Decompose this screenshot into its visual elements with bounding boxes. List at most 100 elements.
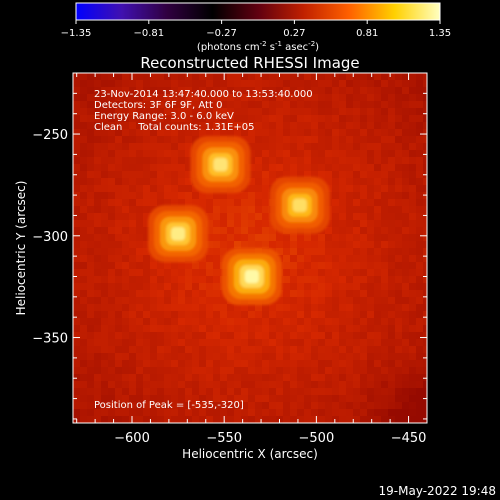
heatmap-cell xyxy=(115,367,122,374)
heatmap-cell xyxy=(262,311,269,318)
heatmap-cell xyxy=(262,318,269,325)
heatmap-cell xyxy=(136,115,143,122)
heatmap-cell xyxy=(108,164,115,171)
heatmap-cell xyxy=(353,395,360,402)
heatmap-cell xyxy=(346,346,353,353)
heatmap-cell xyxy=(297,276,304,283)
heatmap-cell xyxy=(164,262,171,269)
heatmap-cell xyxy=(388,402,395,409)
heatmap-cell xyxy=(353,178,360,185)
heatmap-cell xyxy=(269,227,276,234)
heatmap-cell xyxy=(290,290,297,297)
heatmap-cell xyxy=(255,213,262,220)
heatmap-cell xyxy=(73,388,80,395)
heatmap-cell xyxy=(325,129,332,136)
heatmap-cell xyxy=(346,129,353,136)
heatmap-cell xyxy=(101,304,108,311)
heatmap-cell xyxy=(185,276,192,283)
info-annotations: 23-Nov-2014 13:47:40.000 to 13:53:40.000… xyxy=(94,89,313,411)
heatmap-cell xyxy=(108,101,115,108)
heatmap-cell xyxy=(164,136,171,143)
heatmap-cell xyxy=(241,402,248,409)
heatmap-cell xyxy=(339,346,346,353)
heatmap-cell xyxy=(101,402,108,409)
heatmap-cell xyxy=(297,304,304,311)
heatmap-cell xyxy=(423,157,427,164)
heatmap-cell xyxy=(143,150,150,157)
heatmap-cell xyxy=(381,269,388,276)
heatmap-cell xyxy=(423,199,427,206)
heatmap-cell xyxy=(115,213,122,220)
heatmap-cell xyxy=(73,262,80,269)
heatmap-cell xyxy=(283,122,290,129)
heatmap-cell xyxy=(192,360,199,367)
heatmap-cell xyxy=(206,108,213,115)
heatmap-cell xyxy=(185,150,192,157)
heatmap-cell xyxy=(339,262,346,269)
heatmap-cell xyxy=(325,143,332,150)
heatmap-cell xyxy=(157,283,164,290)
heatmap-cell xyxy=(402,332,409,339)
heatmap-cell xyxy=(185,108,192,115)
heatmap-cell xyxy=(416,157,423,164)
annotation-energy-range: Energy Range: 3.0 - 6.0 keV xyxy=(94,111,234,122)
heatmap-cell xyxy=(276,409,283,416)
heatmap-cell xyxy=(325,101,332,108)
heatmap-cell xyxy=(129,311,136,318)
heatmap-cell xyxy=(367,269,374,276)
heatmap-cell xyxy=(115,409,122,416)
heatmap-cell xyxy=(311,80,318,87)
heatmap-cell xyxy=(192,311,199,318)
heatmap-cell xyxy=(325,381,332,388)
heatmap-cell xyxy=(297,381,304,388)
heatmap-cell xyxy=(248,185,255,192)
heatmap-cell xyxy=(353,206,360,213)
heatmap-cell xyxy=(325,80,332,87)
heatmap-cell xyxy=(423,234,427,241)
heatmap-cell xyxy=(297,283,304,290)
heatmap-cell xyxy=(374,234,381,241)
heatmap-cell xyxy=(339,283,346,290)
heatmap-cell xyxy=(185,164,192,171)
heatmap-cell xyxy=(185,353,192,360)
heatmap-cell xyxy=(416,227,423,234)
heatmap-cell xyxy=(297,318,304,325)
heatmap-cell xyxy=(346,150,353,157)
heatmap-cell xyxy=(332,192,339,199)
heatmap-cell xyxy=(171,178,178,185)
heatmap-cell xyxy=(374,374,381,381)
heatmap-cell xyxy=(339,164,346,171)
heatmap-cell xyxy=(304,276,311,283)
heatmap-cell xyxy=(129,297,136,304)
heatmap-cell xyxy=(290,311,297,318)
heatmap-cell xyxy=(416,94,423,101)
heatmap-cell xyxy=(346,318,353,325)
heatmap-cell xyxy=(192,185,199,192)
heatmap-cell xyxy=(80,367,87,374)
heatmap-cell xyxy=(94,402,101,409)
heatmap-cell xyxy=(346,332,353,339)
heatmap-cell xyxy=(192,129,199,136)
heatmap-cell xyxy=(178,73,185,80)
heatmap-cell xyxy=(318,395,325,402)
heatmap-cell xyxy=(248,220,255,227)
heatmap-cell xyxy=(339,157,346,164)
heatmap-cell xyxy=(227,192,234,199)
heatmap-cell xyxy=(241,80,248,87)
heatmap-cell xyxy=(311,241,318,248)
heatmap-cell xyxy=(115,353,122,360)
heatmap-cell xyxy=(248,143,255,150)
heatmap-cell xyxy=(143,220,150,227)
heatmap-cell xyxy=(199,192,206,199)
heatmap-cell xyxy=(374,325,381,332)
heatmap-cell xyxy=(234,108,241,115)
heatmap-cell xyxy=(409,234,416,241)
heatmap-cell xyxy=(423,325,427,332)
heatmap-cell xyxy=(164,171,171,178)
heatmap-cell xyxy=(185,409,192,416)
heatmap-cell xyxy=(185,290,192,297)
heatmap-cell xyxy=(339,101,346,108)
heatmap-cell xyxy=(395,416,402,423)
heatmap-cell xyxy=(353,129,360,136)
